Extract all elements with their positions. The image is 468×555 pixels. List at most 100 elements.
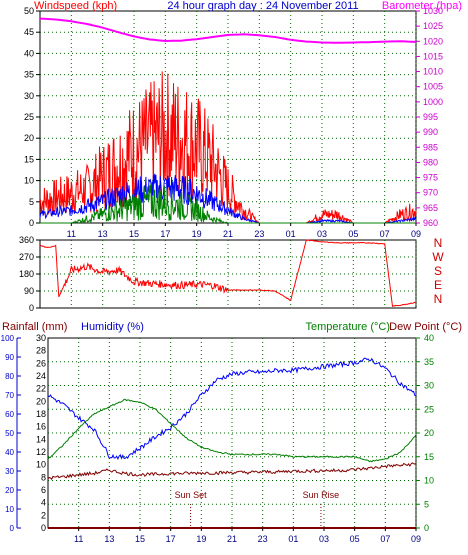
barometer-axis-label: Barometer (hpa)	[382, 0, 462, 12]
temperature-x-tick-label: 07	[380, 534, 390, 544]
direction-tick-label: 180	[19, 269, 34, 279]
sun-annotation-label: Sun Rise	[303, 490, 340, 500]
wind-x-tick-label: 07	[380, 229, 390, 239]
humidity-axis-label: Humidity (%)	[81, 321, 144, 333]
barometer-tick-label: 985	[423, 142, 438, 152]
barometer-tick-label: 965	[423, 203, 438, 213]
wind-x-tick-label: 19	[192, 229, 202, 239]
rainfall-tick-label: 20	[36, 396, 46, 406]
direction-grid	[40, 240, 417, 308]
wind-x-tick-label: 05	[348, 229, 358, 239]
rainfall-tick-label: 0	[41, 523, 46, 533]
barometer-tick-label: 1005	[423, 82, 443, 92]
windspeed-tick-label: 25	[24, 112, 34, 122]
compass-label: N	[434, 292, 443, 306]
wind-x-tick-label: 03	[317, 229, 327, 239]
direction-tick-label: 270	[19, 252, 34, 262]
wind-direction-line	[39, 239, 416, 308]
rainfall-axis-label: Rainfall (mm)	[2, 321, 67, 333]
temperature-tick-label: 30	[424, 381, 434, 391]
wind-x-tick-label: 21	[223, 229, 233, 239]
windspeed-tick-label: 35	[24, 70, 34, 80]
compass-label: W	[432, 250, 444, 264]
dewpoint-axis-label: Dew Point (°C)	[389, 321, 462, 333]
dewpoint-line	[47, 462, 417, 481]
temperature-x-tick-label: 11	[74, 534, 83, 544]
windspeed-tick-label: 30	[24, 91, 34, 101]
humidity-tick-label: 10	[5, 505, 14, 514]
temperature-x-tick-label: 21	[227, 534, 237, 544]
wind-x-tick-label: 23	[254, 229, 264, 239]
windspeed-tick-label: 15	[24, 154, 34, 164]
temperature-x-tick-label: 15	[135, 534, 145, 544]
temperature-tick-label: 20	[424, 428, 434, 438]
temperature-x-tick-label: 19	[196, 534, 206, 544]
humidity-tick-label: 30	[5, 467, 14, 476]
temperature-x-tick-labels: 11 13 15 17 19 21 23 01 03 05 07 09	[74, 528, 421, 544]
temperature-tick-label: 15	[424, 452, 434, 462]
windspeed-tick-label: 10	[24, 176, 34, 186]
barometer-tick-label: 1015	[423, 51, 443, 61]
wind-x-tick-label: 09	[411, 229, 421, 239]
temperature-tick-labels: 0 5 10 15 20 25 30 35 40	[416, 333, 434, 533]
compass-label: S	[434, 264, 442, 278]
humidity-tick-label: 100	[1, 334, 15, 343]
temperature-tick-label: 35	[424, 357, 434, 367]
wind-x-tick-label: 01	[286, 229, 296, 239]
barometer-tick-label: 975	[423, 173, 438, 183]
sun-annotations: Sun Set Sun Rise	[175, 490, 340, 528]
humidity-tick-label: 70	[5, 391, 14, 400]
barometer-tick-label: 1010	[423, 67, 443, 77]
rainfall-tick-label: 4	[41, 498, 46, 508]
direction-tick-label: 0	[29, 303, 34, 313]
temperature-x-tick-label: 17	[166, 534, 176, 544]
temperature-tick-label: 0	[424, 523, 429, 533]
windspeed-tick-label: 5	[29, 197, 34, 207]
temperature-tick-label: 25	[424, 404, 434, 414]
temperature-tick-label: 5	[424, 499, 429, 509]
rainfall-tick-label: 6	[41, 485, 46, 495]
rainfall-tick-label: 12	[36, 447, 46, 457]
rainfall-tick-label: 2	[41, 510, 46, 520]
windspeed-tick-label: 40	[24, 48, 34, 58]
rainfall-tick-label: 16	[36, 422, 46, 432]
rainfall-tick-label: 30	[36, 333, 46, 343]
temperature-tick-label: 40	[424, 333, 434, 343]
compass-label: E	[434, 278, 442, 292]
humidity-tick-label: 50	[5, 429, 14, 438]
humidity-tick-label: 0	[10, 524, 15, 533]
windspeed-axis-label: Windspeed (kph)	[34, 0, 117, 12]
rainfall-tick-label: 10	[36, 460, 46, 470]
barometer-tick-label: 1020	[423, 36, 443, 46]
wind-x-tick-label: 17	[160, 229, 170, 239]
barometer-tick-label: 1000	[423, 97, 443, 107]
temperature-line	[47, 398, 417, 463]
barometer-tick-label: 970	[423, 188, 438, 198]
rainfall-tick-label: 18	[36, 409, 46, 419]
direction-degree-labels: 0 90 180 270 360	[19, 235, 40, 313]
windspeed-tick-label: 0	[29, 218, 34, 228]
direction-tick-label: 90	[24, 286, 34, 296]
humidity-line	[47, 357, 417, 461]
barometer-tick-labels: 960 965 970 975 980 985 990 995 1000 1005 1010 1015…	[416, 6, 443, 228]
barometer-tick-label: 995	[423, 112, 438, 122]
humidity-tick-label: 20	[5, 486, 14, 495]
temperature-x-tick-label: 03	[319, 534, 329, 544]
windspeed-tick-label: 20	[24, 133, 34, 143]
rainfall-tick-label: 26	[36, 358, 46, 368]
wind-x-tick-label: 15	[129, 229, 139, 239]
barometer-tick-label: 990	[423, 127, 438, 137]
temperature-axis-label: Temperature (°C)	[306, 321, 390, 333]
compass-label: N	[434, 236, 443, 250]
barometer-tick-label: 960	[423, 218, 438, 228]
temperature-x-tick-label: 13	[104, 534, 114, 544]
humidity-tick-label: 40	[5, 448, 14, 457]
temperature-x-tick-label: 05	[350, 534, 360, 544]
barometer-tick-label: 980	[423, 157, 438, 167]
windspeed-tick-label: 50	[24, 6, 34, 16]
windspeed-tick-label: 45	[24, 27, 34, 37]
